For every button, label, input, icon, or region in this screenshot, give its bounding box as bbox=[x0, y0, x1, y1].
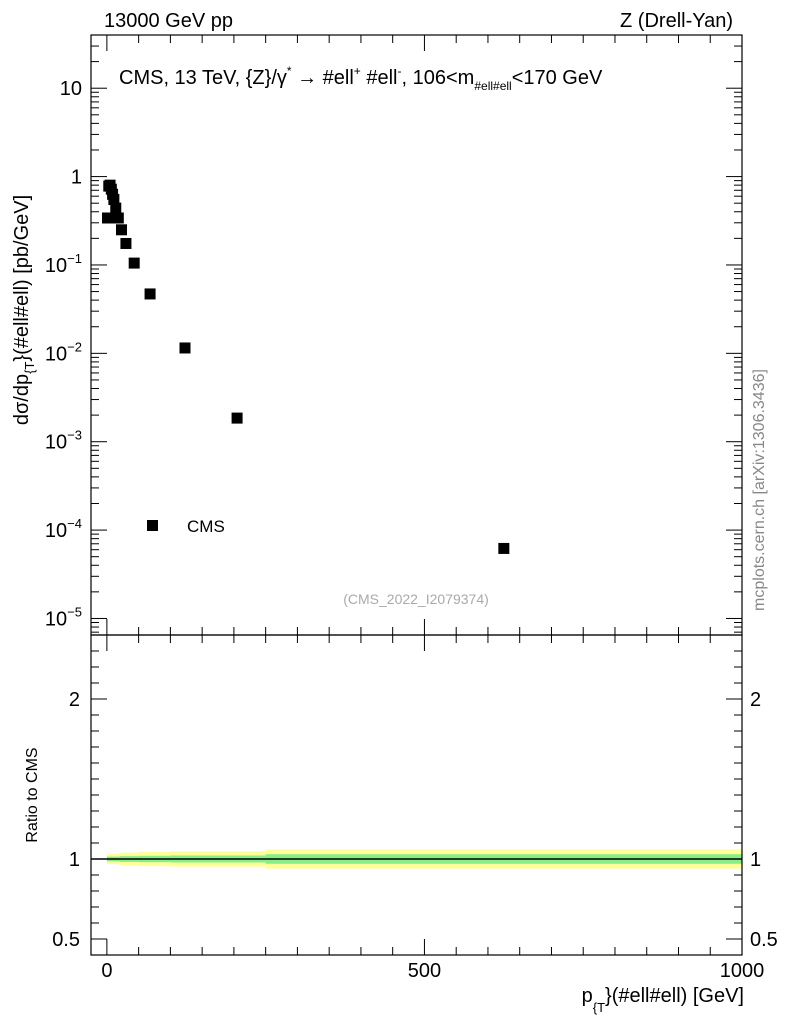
main-axes: 10 1 10−1 10−2 10−3 10−4 10−5 bbox=[45, 34, 743, 635]
y-tick-label: 10−4 bbox=[45, 516, 82, 542]
x-tick-label: 0 bbox=[101, 960, 112, 982]
y-tick-label: 1 bbox=[71, 167, 82, 189]
data-point bbox=[110, 202, 122, 214]
ratio-y-tick-label-right: 1 bbox=[750, 849, 761, 871]
header-right: Z (Drell-Yan) bbox=[620, 10, 733, 32]
ratio-plot-frame bbox=[90, 634, 743, 956]
data-point bbox=[102, 212, 114, 224]
main-plot-frame bbox=[90, 34, 743, 636]
y-tick-label: 10−2 bbox=[45, 339, 82, 365]
y-tick-label: 10 bbox=[60, 78, 82, 100]
ratio-y-axis-label: Ratio to CMS bbox=[24, 747, 41, 842]
data-point bbox=[144, 288, 156, 300]
data-point bbox=[231, 412, 243, 424]
x-tick-label: 500 bbox=[408, 960, 441, 982]
ratio-y-tick-label: 2 bbox=[69, 689, 80, 711]
main-title: CMS, 13 TeV, {Z}/γ* → #ell+ #ell-, 106<m… bbox=[119, 64, 603, 93]
x-tick-label: 1000 bbox=[720, 960, 765, 982]
y-tick-label: 10−3 bbox=[45, 428, 82, 454]
header-left: 13000 GeV pp bbox=[104, 10, 233, 32]
x-axis-label: p{T}(#ell#ell) [GeV] bbox=[582, 985, 744, 1015]
data-point bbox=[179, 342, 191, 354]
legend-label: CMS bbox=[187, 517, 225, 536]
data-point bbox=[128, 257, 140, 269]
legend-marker bbox=[147, 520, 158, 531]
data-point bbox=[120, 237, 132, 249]
data-point bbox=[112, 212, 124, 224]
ratio-axes: 2 2 1 1 0.5 0.5 0 500 1000 bbox=[52, 634, 778, 982]
y-tick-label: 10−1 bbox=[45, 251, 82, 277]
data-points bbox=[102, 179, 510, 554]
ratio-y-tick-label: 1 bbox=[69, 849, 80, 871]
y-tick-label: 10−5 bbox=[45, 604, 82, 630]
ratio-y-tick-label-right: 2 bbox=[750, 689, 761, 711]
ratio-y-tick-label-right: 0.5 bbox=[750, 929, 778, 951]
data-point bbox=[498, 542, 510, 554]
watermark: mcplots.cern.ch [arXiv:1306.3436] bbox=[751, 369, 768, 611]
data-point bbox=[115, 224, 127, 236]
main-y-axis-label: dσ/dp{T}(#ell#ell) [pb/GeV] bbox=[11, 195, 37, 425]
data-point bbox=[108, 194, 120, 206]
analysis-id: (CMS_2022_I2079374) bbox=[343, 591, 489, 607]
ratio-y-tick-label: 0.5 bbox=[52, 929, 80, 951]
